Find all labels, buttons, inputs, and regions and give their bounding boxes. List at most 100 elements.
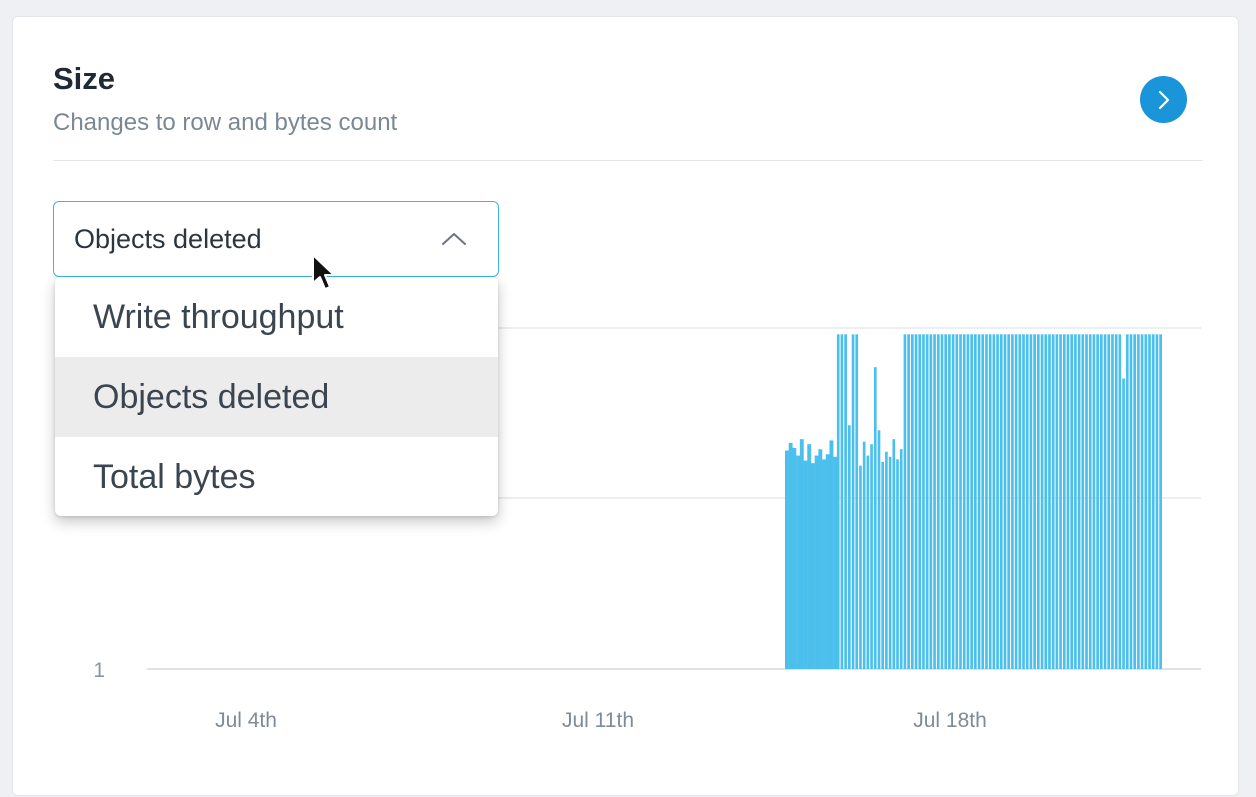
bar xyxy=(1011,334,1014,669)
bar xyxy=(933,334,936,669)
bar xyxy=(1092,334,1096,669)
bar xyxy=(1074,334,1077,669)
bar xyxy=(1129,334,1133,669)
bar xyxy=(814,455,819,669)
bar xyxy=(1066,334,1070,669)
bar xyxy=(1025,334,1029,669)
bar xyxy=(1140,334,1144,669)
bar xyxy=(944,334,948,669)
bar xyxy=(1022,334,1025,669)
card-subtitle: Changes to row and bytes count xyxy=(53,109,398,136)
bar xyxy=(799,439,804,669)
bar xyxy=(992,334,996,669)
bar xyxy=(1029,334,1033,669)
chevron-right-icon xyxy=(1158,90,1169,109)
bar xyxy=(859,465,862,669)
bar xyxy=(1118,334,1122,669)
bar xyxy=(822,459,826,669)
bar xyxy=(836,334,840,669)
menu-option-objects-deleted[interactable]: Objects deleted xyxy=(55,357,498,437)
bar xyxy=(1144,334,1148,669)
open-details-button[interactable] xyxy=(1140,76,1187,123)
bar xyxy=(1070,334,1074,669)
bar xyxy=(844,334,847,669)
bar xyxy=(948,334,951,669)
bar xyxy=(851,334,855,669)
bar xyxy=(940,334,944,669)
bar xyxy=(807,444,812,669)
bar xyxy=(1088,334,1092,669)
bar xyxy=(881,461,885,669)
metric-dropdown-menu: Write throughput Objects deleted Total b… xyxy=(55,277,498,516)
bar xyxy=(1122,378,1125,669)
bar xyxy=(988,334,992,669)
bar xyxy=(870,444,873,669)
bar xyxy=(977,334,981,669)
bar xyxy=(955,334,959,669)
header-divider xyxy=(53,160,1203,161)
menu-option-write-throughput[interactable]: Write throughput xyxy=(93,298,344,336)
bar xyxy=(866,455,870,669)
bar xyxy=(911,334,914,669)
bar xyxy=(1037,334,1040,669)
bar xyxy=(848,425,851,669)
bar xyxy=(1096,334,1099,669)
chevron-up-icon[interactable] xyxy=(439,229,469,249)
bar xyxy=(929,334,933,669)
bar xyxy=(855,334,859,669)
bar xyxy=(999,334,1003,669)
bar xyxy=(1103,334,1107,669)
bar xyxy=(792,447,797,669)
bar xyxy=(981,334,985,669)
menu-option-total-bytes[interactable]: Total bytes xyxy=(93,458,256,496)
card-title: Size xyxy=(53,61,116,96)
bar xyxy=(996,334,999,669)
bar xyxy=(1151,334,1155,669)
y-tick-label: 1 xyxy=(93,659,105,682)
bar xyxy=(922,334,925,669)
bar xyxy=(1077,334,1081,669)
bar xyxy=(1062,334,1066,669)
x-tick-label: Jul 18th xyxy=(913,709,987,732)
bar xyxy=(1007,334,1011,669)
bar xyxy=(1155,334,1159,669)
metric-select[interactable]: Objects deleted xyxy=(53,201,499,277)
bar xyxy=(899,449,903,669)
bar xyxy=(1100,334,1103,669)
bar xyxy=(1085,334,1088,669)
bar xyxy=(966,334,970,669)
bar xyxy=(1040,334,1044,669)
bar xyxy=(885,451,888,669)
bar xyxy=(1044,334,1048,669)
bar xyxy=(1018,334,1022,669)
bar xyxy=(970,334,973,669)
bar xyxy=(1133,334,1137,669)
bar xyxy=(810,463,815,669)
bar xyxy=(1137,334,1140,669)
bar xyxy=(907,334,910,669)
bar xyxy=(840,334,844,669)
bar xyxy=(914,334,918,669)
bar xyxy=(877,430,881,669)
bar xyxy=(896,459,899,669)
bar xyxy=(985,334,988,669)
bar xyxy=(892,439,896,669)
bar xyxy=(1051,334,1055,669)
bar xyxy=(1003,334,1007,669)
bar xyxy=(862,441,866,669)
bar xyxy=(1033,334,1036,669)
bar xyxy=(951,334,955,669)
bar xyxy=(1125,334,1129,669)
bar xyxy=(873,367,877,669)
bar xyxy=(1048,334,1051,669)
bar xyxy=(1114,334,1118,669)
x-tick-label: Jul 4th xyxy=(215,709,277,732)
bar xyxy=(918,334,922,669)
bar xyxy=(974,334,977,669)
bar xyxy=(925,334,929,669)
x-tick-label: Jul 11th xyxy=(562,709,634,732)
bar xyxy=(1159,334,1162,669)
bar xyxy=(1055,334,1059,669)
bar xyxy=(888,456,892,669)
bar xyxy=(1014,334,1018,669)
